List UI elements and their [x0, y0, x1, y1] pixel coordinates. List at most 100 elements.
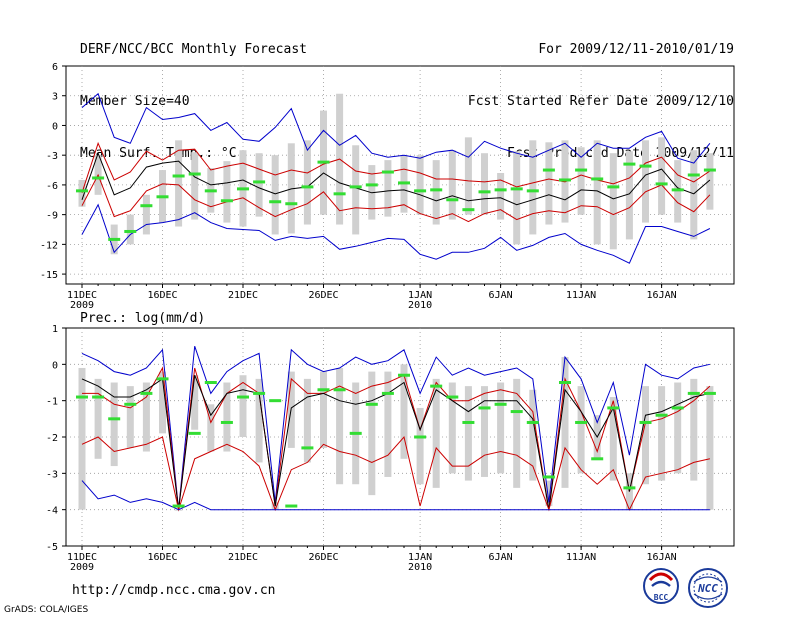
- temp-observed-marker: [156, 195, 169, 199]
- bcc-logo-text: BCC: [654, 593, 669, 602]
- precip-observed-marker: [237, 395, 249, 399]
- precip-ytick-label: -2: [46, 433, 58, 444]
- temp-spread-box: [255, 153, 263, 217]
- precip-observed-marker: [398, 373, 410, 377]
- precip-spread-box: [642, 386, 649, 485]
- temp-spread-box: [271, 155, 279, 235]
- temp-observed-marker: [124, 229, 137, 233]
- precip-line-max: [81, 346, 711, 510]
- temp-spread-box: [609, 153, 617, 250]
- precip-observed-marker: [671, 406, 684, 410]
- temp-xtick-label: 11DEC: [67, 290, 97, 301]
- precip-ytick-label: -4: [46, 506, 58, 517]
- temp-observed-marker: [639, 164, 652, 168]
- temp-spread-box: [223, 161, 231, 223]
- precip-xtick-label: 11JAN: [566, 552, 596, 563]
- precip-observed-marker: [414, 435, 427, 439]
- precip-observed-marker: [317, 388, 330, 392]
- precip-observed-marker: [92, 395, 105, 399]
- precip-ytick-label: -5: [46, 542, 58, 553]
- precip-observed-marker: [76, 395, 88, 399]
- temp-spread-box: [142, 194, 150, 235]
- temp-ytick-label: -9: [46, 211, 58, 222]
- precip-ytick-label: -3: [46, 469, 58, 480]
- temp-observed-marker: [623, 162, 636, 166]
- temp-spread-box: [513, 151, 521, 245]
- temp-ytick-label: 6: [52, 62, 58, 73]
- precip-spread-box: [545, 480, 553, 507]
- member-size: Member Size=40: [80, 94, 190, 109]
- temp-spread-box: [529, 140, 537, 235]
- temp-xtick-label: 1JAN: [408, 290, 432, 301]
- temp-ytick-label: 0: [52, 121, 58, 132]
- precip-spread-box: [110, 382, 118, 467]
- precip-observed-marker: [478, 406, 491, 410]
- temp-spread-box: [191, 152, 199, 220]
- precip-spread-box: [609, 397, 617, 481]
- temp-spread-box: [464, 137, 472, 215]
- precip-observed-marker: [494, 402, 507, 406]
- temp-observed-marker: [76, 189, 88, 193]
- ncc-logo-text: NCC: [697, 582, 718, 595]
- precip-ytick-label: 1: [52, 324, 58, 335]
- precip-spread-box: [658, 386, 666, 481]
- precip-observed-marker: [510, 410, 523, 414]
- precip-observed-marker: [140, 391, 153, 395]
- precip-spread-box: [368, 371, 376, 496]
- precip-spread-box: [448, 382, 456, 474]
- temp-observed-marker: [510, 187, 523, 191]
- temp-spread-box: [78, 179, 86, 207]
- temp-observed-marker: [381, 170, 394, 174]
- ncc-logo: NCC: [688, 568, 728, 608]
- forecast-period: For 2009/12/11-2010/01/19: [538, 42, 734, 57]
- temp-observed-marker: [559, 178, 571, 182]
- temp-spread-box: [593, 140, 601, 245]
- temp-ytick-label: -3: [46, 151, 58, 162]
- precip-observed-marker: [253, 391, 266, 395]
- temp-observed-marker: [349, 185, 362, 189]
- precip-spread-box: [78, 367, 86, 510]
- precip-xtick-label: 16DEC: [147, 552, 177, 563]
- precip-observed-marker: [430, 384, 443, 388]
- precip-observed-marker: [172, 504, 185, 508]
- temp-observed-marker: [703, 168, 716, 172]
- precip-observed-marker: [526, 420, 539, 424]
- temp-xtick-label: 26DEC: [308, 290, 338, 301]
- temp-observed-marker: [237, 187, 249, 191]
- temp-observed-marker: [494, 188, 507, 192]
- precip-observed-marker: [639, 420, 652, 424]
- precip-observed-marker: [381, 391, 394, 395]
- precip-spread-box: [481, 386, 488, 477]
- precip-observed-marker: [591, 457, 604, 461]
- temp-spread-box: [126, 214, 134, 245]
- precip-observed-marker: [124, 402, 137, 406]
- temp-observed-marker: [526, 189, 539, 193]
- precip-xtick-year: 2010: [408, 562, 432, 573]
- temp-spread-box: [545, 142, 553, 225]
- temp-xtick-year: 2010: [408, 300, 432, 311]
- precip-line-min: [81, 480, 710, 511]
- temp-spread-box: [287, 143, 295, 234]
- bcc-logo: BCC: [643, 568, 679, 604]
- temp-observed-marker: [414, 189, 427, 193]
- precip-spread-box: [432, 378, 440, 488]
- precip-observed-marker: [462, 420, 475, 424]
- source-url[interactable]: http://cmdp.ncc.cma.gov.cn: [72, 583, 276, 598]
- temp-line-lower: [81, 173, 711, 223]
- temp-observed-marker: [301, 185, 314, 189]
- precip-xtick-label: 26DEC: [308, 552, 338, 563]
- temp-observed-marker: [253, 180, 266, 184]
- temp-spread-box: [642, 140, 649, 223]
- precip-spread-box: [303, 378, 311, 463]
- temp-ytick-label: -15: [40, 270, 58, 281]
- precip-observed-marker: [575, 420, 588, 424]
- temp-xtick-label: 16DEC: [147, 290, 177, 301]
- temp-spread-box: [432, 160, 440, 225]
- temp-observed-marker: [220, 199, 233, 203]
- temp-observed-marker: [285, 202, 298, 206]
- temp-spread-box: [658, 137, 666, 215]
- precip-observed-marker: [188, 431, 201, 435]
- precip-spread-box: [142, 382, 150, 452]
- precip-observed-marker: [156, 377, 169, 381]
- precip-spread-box: [255, 378, 263, 463]
